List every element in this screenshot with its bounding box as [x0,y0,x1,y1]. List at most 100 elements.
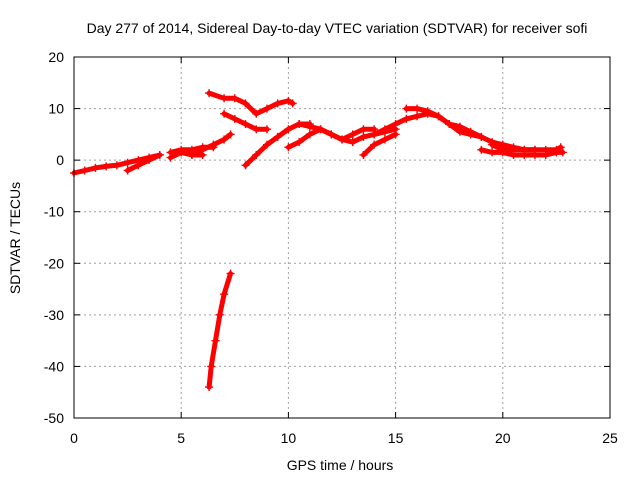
data-point [284,96,293,105]
data-point [327,130,336,139]
y-tick-labels: -50 -40 -30 -20 -10 0 10 20 [44,49,64,426]
data-point [252,109,261,118]
series-arc-6 [205,269,235,392]
data-point [370,130,379,139]
data-point [230,114,239,123]
data-point [348,138,357,147]
x-tick-label: 20 [495,430,511,446]
series-line [360,131,399,158]
data-point [466,127,475,136]
data-point [177,148,186,157]
data-point [220,135,229,144]
data-point [220,290,229,299]
data-point [295,138,304,147]
data-point [241,161,250,170]
data-point [359,150,368,159]
data-point [391,130,400,139]
data-point [207,362,216,371]
data-point [288,99,297,108]
data-point [413,104,422,113]
series-line [125,152,163,173]
data-point [305,122,314,131]
series-arc-16 [477,145,567,159]
data-point [295,120,304,129]
data-point [166,153,175,162]
x-tick-label: 10 [281,430,297,446]
y-tick-label: -20 [44,255,64,271]
y-tick-label: 0 [56,152,64,168]
data-point [556,143,565,152]
data-point [359,132,368,141]
data-point [391,120,400,129]
data-point [305,130,314,139]
data-point [262,125,271,134]
data-point [509,145,518,154]
data-point [262,104,271,113]
data-point [91,163,100,172]
data-point [520,145,529,154]
data-point [284,143,293,152]
plot-frame [73,56,611,419]
x-tick-label: 5 [177,430,185,446]
series-arc-7 [205,89,297,118]
data-point [123,166,132,175]
data-point [252,150,261,159]
data-point [541,145,550,154]
data-point [380,125,389,134]
chart-title: Day 277 of 2014, Sidereal Day-to-day VTE… [87,20,588,36]
data-point [145,156,154,165]
data-point [530,145,539,154]
data-point [102,162,111,171]
data-point [423,107,432,116]
data-point [198,150,207,159]
data-point [230,94,239,103]
data-point [552,145,561,154]
data-point [338,135,346,144]
data-point [123,158,132,167]
data-point [155,150,164,159]
data-point [488,140,497,149]
series-arc-5 [166,148,207,162]
data-point [402,114,411,123]
data-point [205,383,214,392]
data-point [380,135,389,144]
data-point [215,310,224,319]
data-point [477,132,486,141]
series-arc-2 [123,150,164,175]
data-point [226,269,235,278]
data-point [211,336,220,345]
data-point [445,120,454,129]
data-point [262,140,271,149]
data-point [205,89,214,98]
data-point [413,112,422,121]
data-point [558,148,567,157]
data-layer [70,89,567,392]
x-axis-title: GPS time / hours [287,457,394,473]
series-line [168,149,206,161]
data-point [498,145,507,154]
y-tick-label: -30 [44,307,64,323]
data-point [348,130,357,139]
data-point [273,99,282,108]
data-point [402,104,411,113]
x-tick-label: 25 [602,430,618,446]
y-axis-title: SDTVAR / TECUs [7,182,23,294]
ticks [73,56,611,419]
data-point [316,125,325,134]
data-point [477,145,486,154]
y-tick-label: -10 [44,204,64,220]
series-arc-11 [295,120,379,144]
data-point [434,112,443,121]
y-tick-label: 20 [48,49,64,65]
data-point [209,140,218,149]
data-point [80,166,89,175]
series-arc-8 [220,109,271,134]
data-point [284,125,293,134]
data-point [252,125,261,134]
y-tick-label: -50 [44,410,64,426]
data-point [220,109,229,118]
series-arc-12 [359,130,400,159]
x-tick-label: 0 [70,430,78,446]
